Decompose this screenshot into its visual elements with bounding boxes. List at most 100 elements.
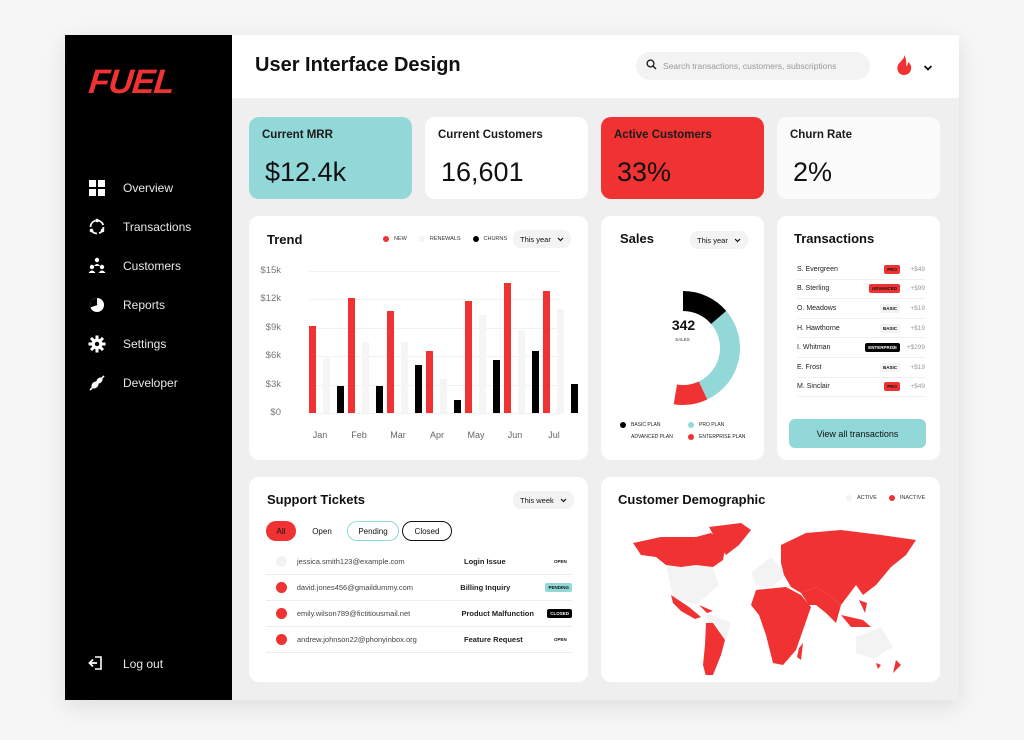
sidebar: FUEL Overview Transactions Customers [65,35,232,700]
plan-badge: BASIC [879,303,900,313]
transaction-amount: +$299 [906,344,925,352]
filter-open[interactable]: Open [312,526,332,536]
y-axis-label: $3k [265,378,281,390]
search-bar[interactable] [636,52,870,80]
bar-renewals[interactable] [362,342,369,413]
sidebar-item-label: Customers [123,258,182,273]
bar-churns[interactable] [415,364,422,413]
bar-renewals[interactable] [323,358,330,413]
ticket-row[interactable]: andrew.johnson22@phonyinbox.org Feature R… [266,627,572,653]
logout-icon [88,655,106,673]
sidebar-item-developer[interactable]: Developer [65,363,232,402]
page-title: User Interface Design [255,54,461,76]
sidebar-item-reports[interactable]: Reports [65,285,232,324]
bar-new[interactable] [309,325,316,413]
transaction-customer: B. Sterling [797,285,830,293]
transactions-title: Transactions [794,231,875,246]
transaction-row[interactable]: E. Frost BASIC +$19 [797,358,925,378]
bar-churns[interactable] [376,385,383,413]
gear-icon [88,335,106,353]
trend-title: Trend [267,232,303,247]
flame-icon [895,54,913,81]
kpi-label: Current Customers [438,129,543,141]
bar-renewals[interactable] [479,314,486,413]
world-map [633,523,916,675]
sidebar-item-label: Overview [123,180,174,195]
sales-title: Sales [620,231,654,246]
chevron-down-icon [560,496,567,505]
sales-period-dropdown[interactable]: This year [690,231,748,249]
support-tickets-card: Support Tickets This week All Open Pendi… [249,477,588,682]
legend-item-pro: PRO PLAN [688,422,724,428]
sidebar-item-label: Settings [123,336,167,351]
bar-new[interactable] [465,301,472,413]
kpi-value: 16,601 [441,157,524,187]
transaction-row[interactable]: I. Whitman ENTERPRISE +$299 [797,338,925,358]
bar-churns[interactable] [337,386,344,413]
transaction-amount: +$49 [910,383,925,391]
trend-period-dropdown[interactable]: This year [513,230,571,248]
bar-new[interactable] [543,290,550,413]
kpi-card-mrr: Current MRR $12.4k [249,117,412,199]
logout-button[interactable]: Log out [88,655,163,673]
bar-new[interactable] [348,298,355,413]
sidebar-item-transactions[interactable]: Transactions [65,207,232,246]
sidebar-item-settings[interactable]: Settings [65,324,232,363]
ticket-status-badge: OPEN [551,635,570,644]
y-axis-label: $15k [260,265,281,276]
view-all-transactions-button[interactable]: View all transactions [789,419,926,448]
bar-churns[interactable] [493,359,500,413]
filter-closed[interactable]: Closed [402,521,452,541]
ticket-row[interactable]: jessica.smith123@example.com Login Issue O… [266,549,572,575]
grid-icon [88,179,106,197]
ticket-status-dot [276,634,287,645]
bar-new[interactable] [426,351,433,413]
ticket-subject: Billing Inquiry [460,583,511,592]
sidebar-item-label: Reports [123,297,166,312]
bar-renewals[interactable] [557,308,564,413]
plug-icon [88,374,106,392]
plan-badge: PRO [884,264,900,274]
filter-pending[interactable]: Pending [347,521,399,541]
tickets-period-dropdown[interactable]: This week [513,491,574,509]
bar-churns[interactable] [454,399,461,413]
sales-total-label: SALES [675,337,690,342]
cycle-icon [88,218,106,236]
bar-renewals[interactable] [518,329,525,413]
transaction-row[interactable]: S. Evergreen PRO +$49 [797,260,925,280]
logout-label: Log out [123,657,164,671]
logo[interactable]: FUEL [87,63,176,101]
x-axis-label: Jan [312,430,328,440]
donut-segment-basic-plan[interactable] [683,291,727,324]
ticket-row[interactable]: david.jones456@gmaildummy.com Billing Inq… [266,575,572,601]
transaction-row[interactable]: M. Sinclair PRO +$49 [797,378,925,398]
grid-line [309,384,561,386]
filter-all[interactable]: All [266,521,296,541]
legend-dot [846,495,852,501]
y-axis-label: $9k [265,321,281,333]
ticket-status-dot [276,608,287,619]
donut-segment-pro-plan[interactable] [698,310,740,400]
donut-segment-enterprise-plan[interactable] [673,381,708,405]
user-menu[interactable] [895,54,933,81]
sidebar-item-customers[interactable]: Customers [65,246,232,285]
transaction-row[interactable]: H. Hawthorne BASIC +$19 [797,319,925,339]
bar-churns[interactable] [532,351,539,413]
transaction-row[interactable]: B. Sterling ADVANCED +$99 [797,280,925,300]
y-axis-label: $12k [260,293,281,305]
bar-new[interactable] [504,283,511,413]
bar-renewals[interactable] [440,378,447,413]
donut-segment-advanced-plan[interactable] [626,291,683,405]
search-input[interactable] [663,61,863,71]
transaction-row[interactable]: O. Meadows BASIC +$19 [797,299,925,319]
bar-renewals[interactable] [401,342,408,413]
legend-item-renewals: RENEWALS [418,236,461,242]
chevron-down-icon[interactable] [923,59,933,77]
legend-dot [383,236,389,242]
bar-churns[interactable] [571,383,578,413]
sidebar-item-overview[interactable]: Overview [65,168,232,207]
bar-new[interactable] [387,310,394,413]
legend-dot [888,495,895,501]
ticket-row[interactable]: emily.wilson789@fictitiousmail.net Produc… [266,601,572,627]
transaction-customer: I. Whitman [797,344,831,352]
